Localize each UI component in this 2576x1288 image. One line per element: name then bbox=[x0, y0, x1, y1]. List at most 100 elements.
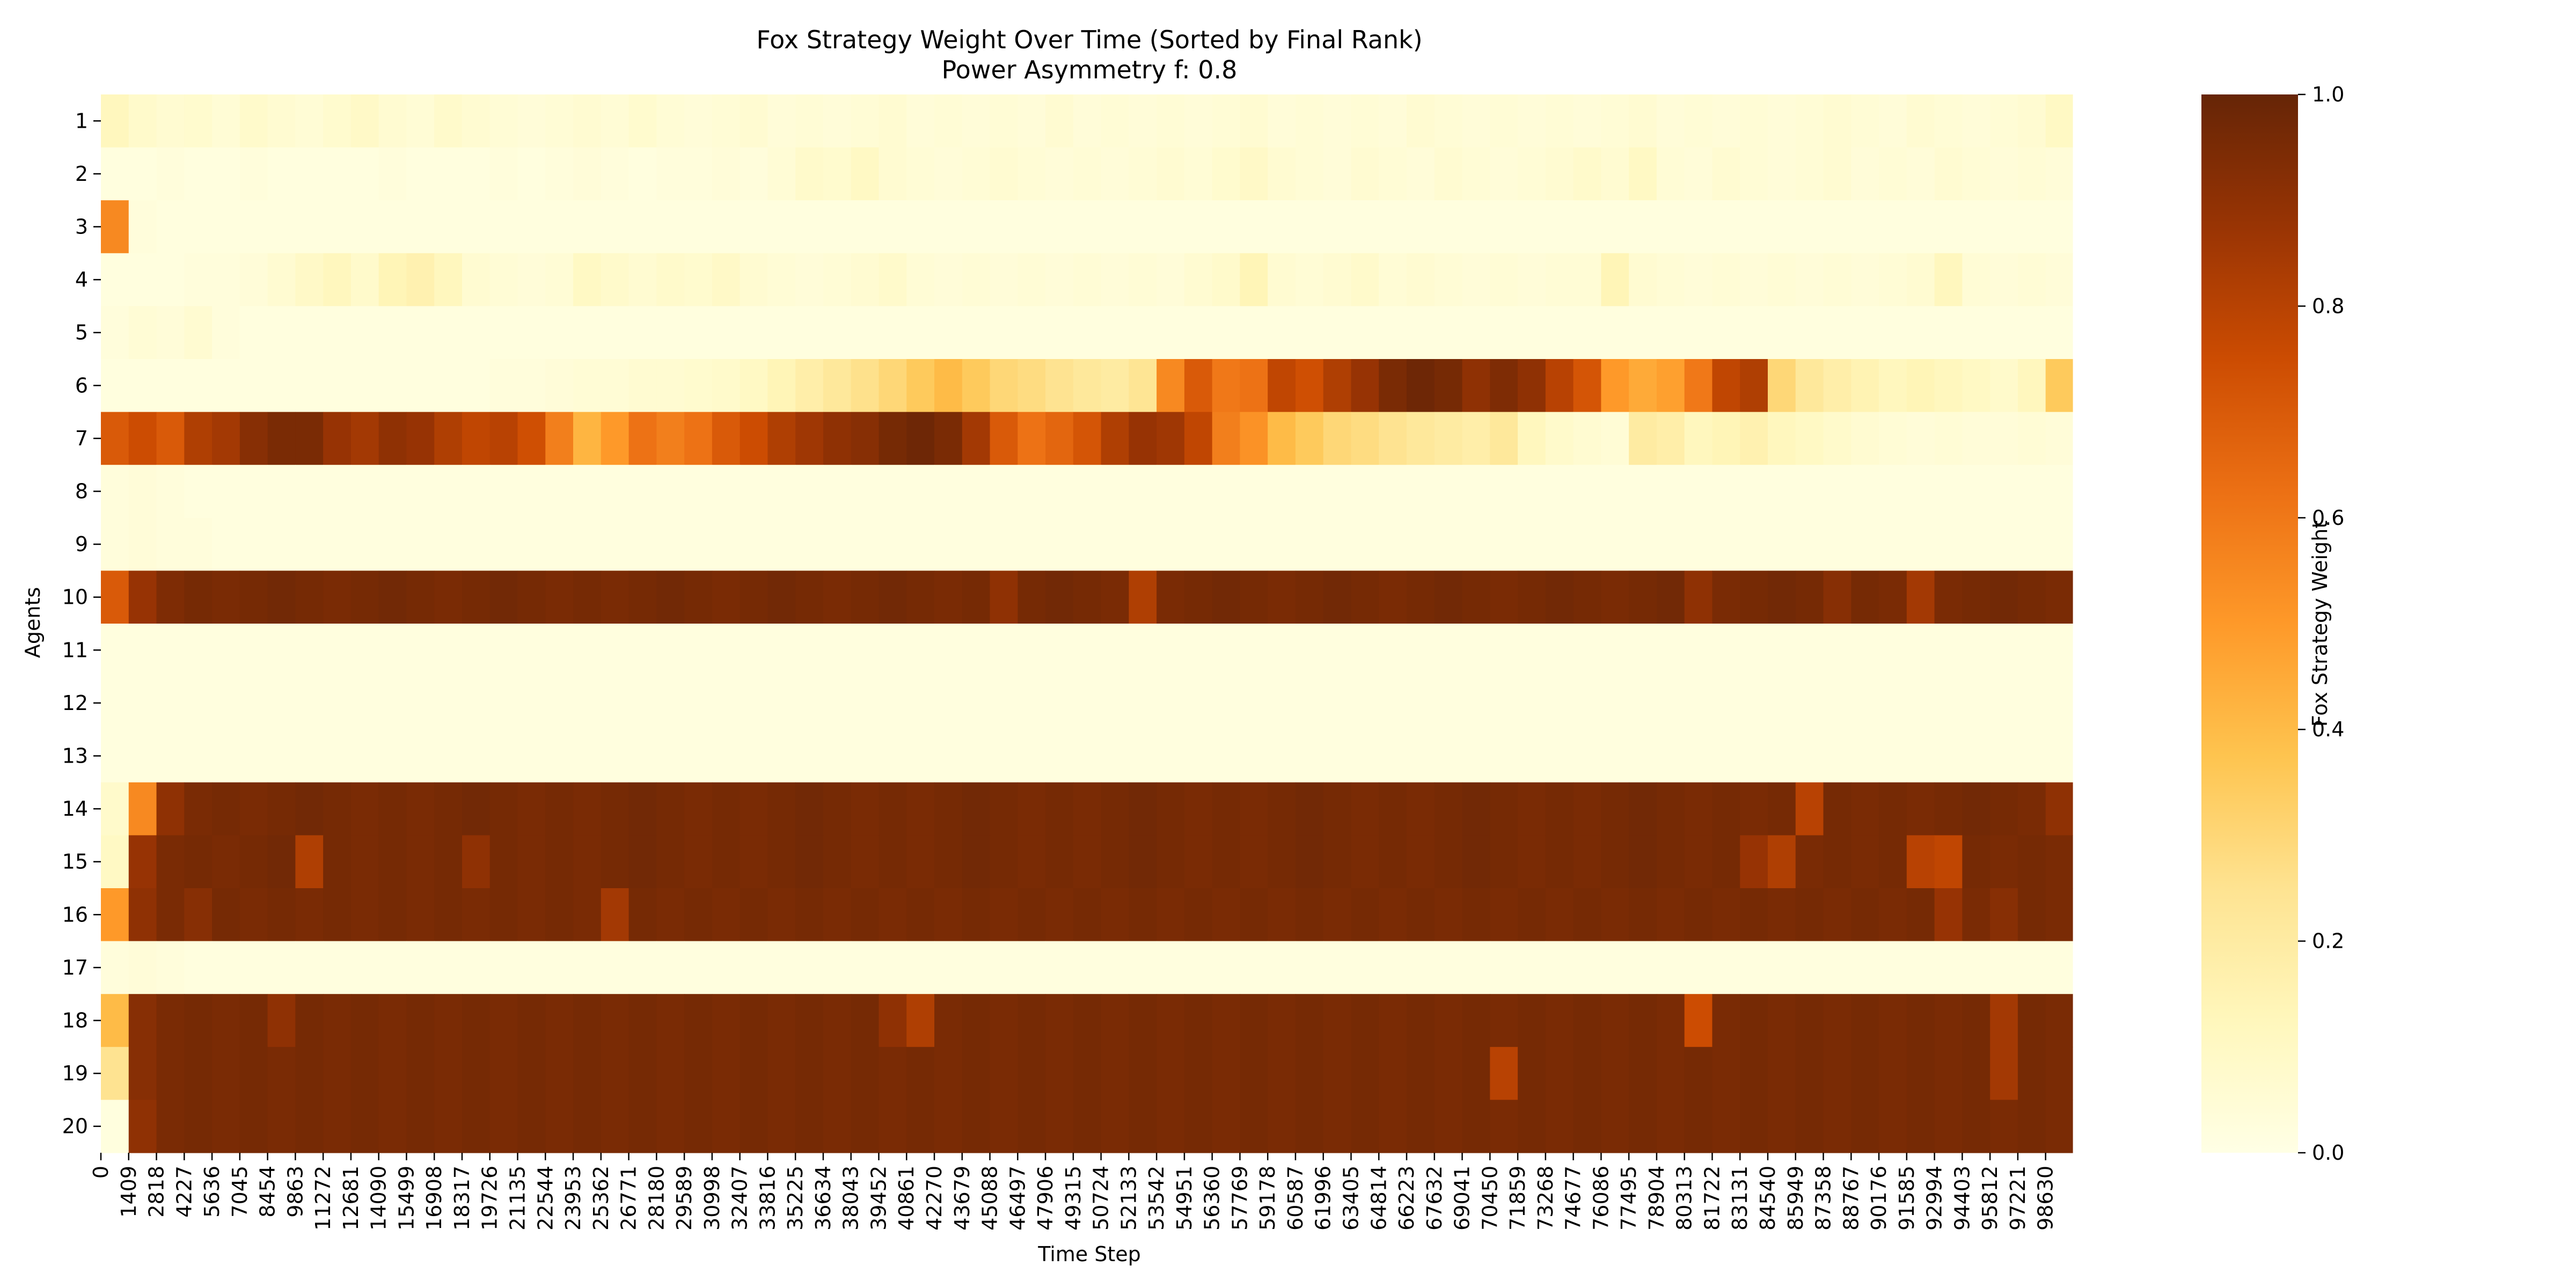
x-tick-label-76086: 76086 bbox=[1589, 1166, 1613, 1231]
heatmap-cell-agent-19-seg-63 bbox=[1851, 1046, 1879, 1100]
heatmap-cell-agent-18-seg-26 bbox=[823, 994, 852, 1048]
heatmap-cell-agent-3-seg-36 bbox=[1101, 200, 1129, 254]
heatmap-cell-agent-2-seg-2 bbox=[156, 147, 185, 201]
heatmap-cell-agent-7-seg-61 bbox=[1795, 412, 1824, 465]
heatmap-cell-agent-6-seg-31 bbox=[962, 359, 991, 413]
heatmap-cell-agent-17-seg-42 bbox=[1268, 941, 1296, 994]
heatmap-cell-agent-16-seg-26 bbox=[823, 888, 852, 942]
heatmap-cell-agent-19-seg-5 bbox=[239, 1046, 268, 1100]
heatmap-cell-agent-15-seg-62 bbox=[1823, 835, 1851, 889]
heatmap-cell-agent-2-seg-65 bbox=[1906, 147, 1935, 201]
heatmap-cell-agent-11-seg-11 bbox=[406, 624, 435, 677]
heatmap-cell-agent-5-seg-33 bbox=[1018, 306, 1046, 360]
heatmap-cell-agent-18-seg-3 bbox=[184, 994, 213, 1048]
heatmap-cell-agent-6-seg-4 bbox=[212, 359, 240, 413]
heatmap-cell-agent-20-seg-8 bbox=[323, 1100, 352, 1153]
heatmap-cell-agent-11-seg-15 bbox=[517, 624, 546, 677]
heatmap-cell-agent-3-seg-2 bbox=[156, 200, 185, 254]
heatmap-cell-agent-4-seg-57 bbox=[1684, 253, 1713, 306]
heatmap-cell-agent-18-seg-12 bbox=[434, 994, 463, 1048]
heatmap-cell-agent-6-seg-55 bbox=[1629, 359, 1657, 413]
heatmap-cell-agent-3-seg-31 bbox=[962, 200, 991, 254]
heatmap-cell-agent-16-seg-27 bbox=[851, 888, 880, 942]
x-tick-label-53542: 53542 bbox=[1145, 1166, 1168, 1231]
heatmap-cell-agent-9-seg-31 bbox=[962, 517, 991, 571]
heatmap-cell-agent-14-seg-9 bbox=[350, 782, 379, 836]
heatmap-cell-agent-3-seg-61 bbox=[1795, 200, 1824, 254]
x-tick-label-56360: 56360 bbox=[1201, 1166, 1224, 1231]
heatmap-cell-agent-12-seg-6 bbox=[267, 676, 296, 730]
heatmap-cell-agent-10-seg-4 bbox=[212, 570, 240, 624]
heatmap-cell-agent-2-seg-4 bbox=[212, 147, 240, 201]
heatmap-cell-agent-1-seg-12 bbox=[434, 94, 463, 148]
heatmap-cell-agent-2-seg-43 bbox=[1295, 147, 1324, 201]
heatmap-cell-agent-12-seg-59 bbox=[1740, 676, 1768, 730]
heatmap-cell-agent-5-seg-12 bbox=[434, 306, 463, 360]
heatmap-cell-agent-17-seg-23 bbox=[740, 941, 768, 994]
heatmap-cell-agent-16-seg-5 bbox=[239, 888, 268, 942]
heatmap-cell-agent-19-seg-20 bbox=[656, 1046, 685, 1100]
heatmap-cell-agent-20-seg-41 bbox=[1240, 1100, 1268, 1153]
heatmap-cell-agent-5-seg-13 bbox=[462, 306, 491, 360]
heatmap-cell-agent-14-seg-5 bbox=[239, 782, 268, 836]
heatmap-cell-agent-13-seg-0 bbox=[101, 729, 129, 783]
heatmap-cell-agent-9-seg-36 bbox=[1101, 517, 1129, 571]
heatmap-cell-agent-13-seg-38 bbox=[1157, 729, 1185, 783]
heatmap-cell-agent-3-seg-46 bbox=[1379, 200, 1407, 254]
heatmap-cell-agent-19-seg-14 bbox=[489, 1046, 518, 1100]
heatmap-cell-agent-14-seg-57 bbox=[1684, 782, 1713, 836]
heatmap-cell-agent-10-seg-19 bbox=[628, 570, 657, 624]
heatmap-cell-agent-15-seg-28 bbox=[879, 835, 907, 889]
x-tick-label-98630: 98630 bbox=[2034, 1166, 2058, 1231]
heatmap-cell-agent-9-seg-23 bbox=[740, 517, 768, 571]
heatmap-cell-agent-10-seg-68 bbox=[1990, 570, 2018, 624]
heatmap-cell-agent-18-seg-2 bbox=[156, 994, 185, 1048]
heatmap-cell-agent-10-seg-11 bbox=[406, 570, 435, 624]
heatmap-cell-agent-18-seg-41 bbox=[1240, 994, 1268, 1048]
heatmap-cell-agent-16-seg-68 bbox=[1990, 888, 2018, 942]
heatmap-cell-agent-8-seg-21 bbox=[684, 465, 713, 518]
heatmap-cell-agent-14-seg-30 bbox=[934, 782, 963, 836]
heatmap-cell-agent-1-seg-34 bbox=[1045, 94, 1074, 148]
heatmap-cell-agent-3-seg-64 bbox=[1879, 200, 1907, 254]
heatmap-cell-agent-4-seg-24 bbox=[767, 253, 796, 306]
heatmap-cell-agent-9-seg-45 bbox=[1351, 517, 1379, 571]
heatmap-cell-agent-4-seg-13 bbox=[462, 253, 491, 306]
heatmap-cell-agent-18-seg-64 bbox=[1879, 994, 1907, 1048]
heatmap-cell-agent-4-seg-69 bbox=[2017, 253, 2046, 306]
heatmap-cell-agent-9-seg-44 bbox=[1323, 517, 1352, 571]
heatmap-cell-agent-17-seg-29 bbox=[906, 941, 935, 994]
heatmap-cell-agent-7-seg-40 bbox=[1212, 412, 1241, 465]
heatmap-cell-agent-2-seg-30 bbox=[934, 147, 963, 201]
heatmap-cell-agent-19-seg-39 bbox=[1184, 1046, 1213, 1100]
heatmap-cell-agent-10-seg-25 bbox=[795, 570, 824, 624]
x-tick-label-85949: 85949 bbox=[1784, 1166, 1807, 1231]
heatmap-cell-agent-7-seg-55 bbox=[1629, 412, 1657, 465]
heatmap-cell-agent-16-seg-8 bbox=[323, 888, 352, 942]
heatmap-cell-agent-13-seg-48 bbox=[1434, 729, 1463, 783]
heatmap-cell-agent-16-seg-51 bbox=[1518, 888, 1546, 942]
heatmap-cell-agent-20-seg-44 bbox=[1323, 1100, 1352, 1153]
heatmap-cell-agent-4-seg-43 bbox=[1295, 253, 1324, 306]
heatmap-cell-agent-13-seg-22 bbox=[712, 729, 741, 783]
heatmap-cell-agent-9-seg-42 bbox=[1268, 517, 1296, 571]
heatmap-cell-agent-5-seg-17 bbox=[573, 306, 602, 360]
heatmap-cell-agent-15-seg-3 bbox=[184, 835, 213, 889]
heatmap-cell-agent-12-seg-4 bbox=[212, 676, 240, 730]
heatmap-cell-agent-1-seg-32 bbox=[990, 94, 1018, 148]
heatmap-cell-agent-14-seg-8 bbox=[323, 782, 352, 836]
x-tick-label-5636: 5636 bbox=[200, 1166, 224, 1218]
heatmap-cell-agent-18-seg-50 bbox=[1490, 994, 1518, 1048]
heatmap-cell-agent-12-seg-11 bbox=[406, 676, 435, 730]
heatmap-cell-agent-18-seg-13 bbox=[462, 994, 491, 1048]
heatmap-cell-agent-13-seg-49 bbox=[1462, 729, 1490, 783]
heatmap-cell-agent-4-seg-26 bbox=[823, 253, 852, 306]
heatmap-cells bbox=[101, 94, 2073, 1153]
heatmap-cell-agent-1-seg-4 bbox=[212, 94, 240, 148]
heatmap-cell-agent-5-seg-4 bbox=[212, 306, 240, 360]
heatmap-cell-agent-5-seg-45 bbox=[1351, 306, 1379, 360]
heatmap-cell-agent-2-seg-17 bbox=[573, 147, 602, 201]
heatmap-cell-agent-12-seg-16 bbox=[545, 676, 574, 730]
heatmap-cell-agent-3-seg-4 bbox=[212, 200, 240, 254]
heatmap-cell-agent-13-seg-11 bbox=[406, 729, 435, 783]
